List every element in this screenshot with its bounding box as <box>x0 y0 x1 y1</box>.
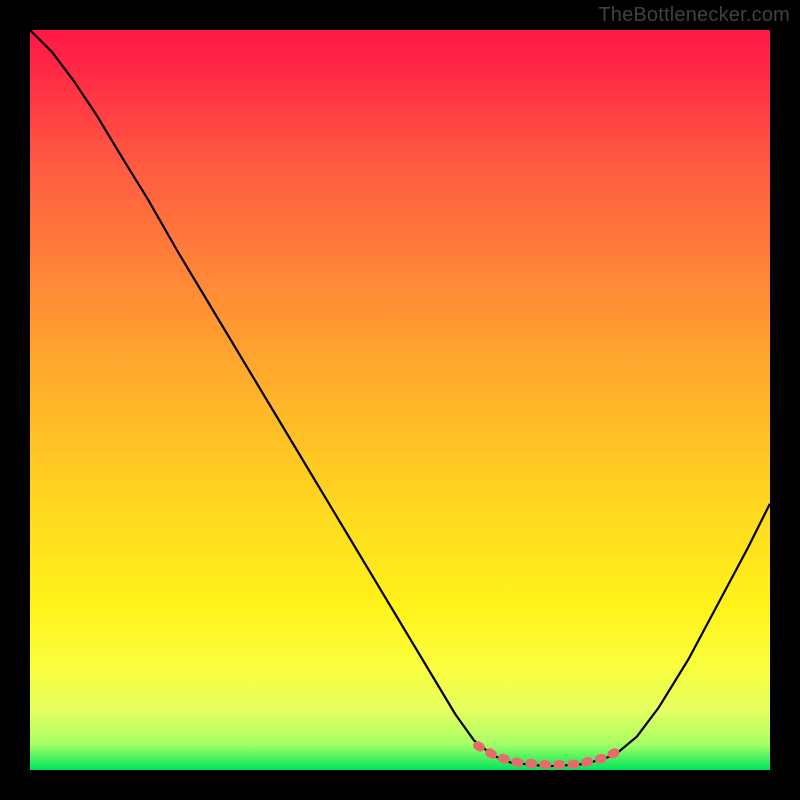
gradient-background <box>30 30 770 770</box>
chart-stage: TheBottlenecker.com <box>0 0 800 800</box>
watermark-text: TheBottlenecker.com <box>598 4 790 27</box>
bottleneck-chart <box>0 0 800 800</box>
